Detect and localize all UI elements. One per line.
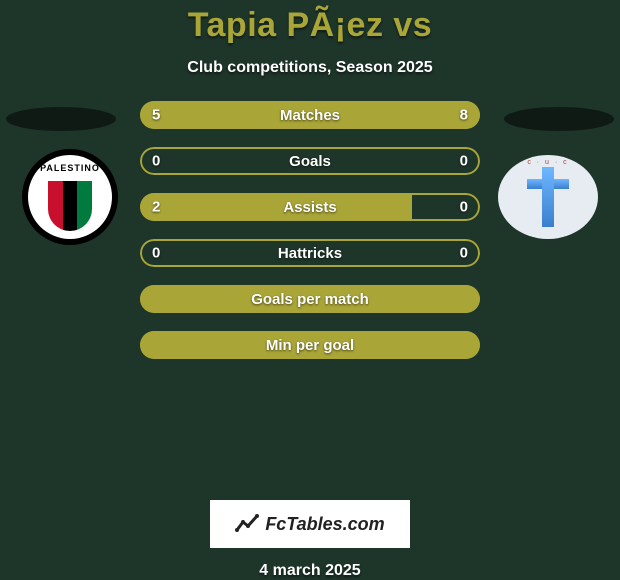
stat-row-matches: 5 8 Matches — [140, 101, 480, 129]
stat-value-left: 2 — [152, 199, 160, 216]
stat-value-left: 0 — [152, 245, 160, 262]
stat-row-assists: 2 0 Assists — [140, 193, 480, 221]
watermark-badge: FcTables.com — [210, 500, 410, 548]
stat-value-right: 0 — [460, 153, 468, 170]
page-subtitle: Club competitions, Season 2025 — [187, 59, 432, 77]
stat-label: Min per goal — [266, 337, 354, 354]
stat-label: Goals — [289, 153, 331, 170]
palestino-stripes — [48, 181, 92, 231]
stat-label: Goals per match — [251, 291, 369, 308]
palestino-crest-inner: PALESTINO — [28, 155, 112, 239]
footer-date: 4 march 2025 — [259, 562, 360, 580]
stat-value-left: 5 — [152, 107, 160, 124]
stat-value-right: 8 — [460, 107, 468, 124]
page-title: Tapia PÃ¡ez vs — [188, 6, 432, 45]
player-shadow-left — [6, 107, 116, 131]
bar-fill-left — [140, 193, 412, 221]
watermark-text: FcTables.com — [265, 514, 384, 535]
player-shadow-right — [504, 107, 614, 131]
comparison-area: PALESTINO c · u · c 5 8 Matches 0 0 Goals 2 0 As… — [0, 107, 620, 496]
stat-value-left: 0 — [152, 153, 160, 170]
comparison-bars: 5 8 Matches 0 0 Goals 2 0 Assists 0 0 Hattricks Goal… — [140, 101, 480, 359]
stat-label: Hattricks — [278, 245, 342, 262]
stat-value-right: 0 — [460, 245, 468, 262]
stat-value-right: 0 — [460, 199, 468, 216]
uc-cross-v-icon — [542, 167, 554, 227]
palestino-crest: PALESTINO — [22, 149, 118, 245]
stat-label: Matches — [280, 107, 340, 124]
stat-row-goals: 0 0 Goals — [140, 147, 480, 175]
stat-row-hattricks: 0 0 Hattricks — [140, 239, 480, 267]
uc-crest: c · u · c — [498, 155, 598, 239]
palestino-crest-text: PALESTINO — [40, 163, 100, 173]
fctables-logo-icon — [235, 512, 259, 536]
stat-row-goals-per-match: Goals per match — [140, 285, 480, 313]
content-wrapper: Tapia PÃ¡ez vs Club competitions, Season… — [0, 0, 620, 580]
stat-row-min-per-goal: Min per goal — [140, 331, 480, 359]
stat-label: Assists — [283, 199, 336, 216]
uc-crest-dots: c · u · c — [527, 159, 568, 166]
